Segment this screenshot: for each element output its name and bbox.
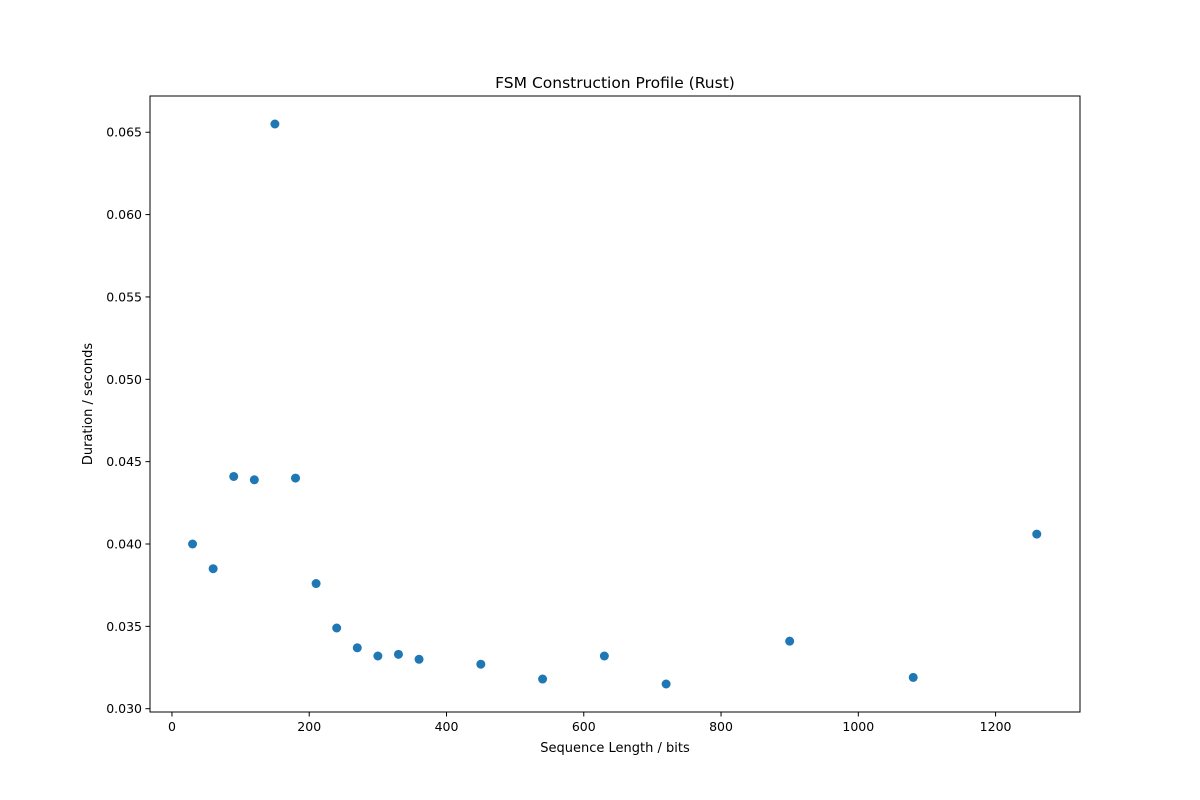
plot-frame <box>149 95 1081 713</box>
x-tick-label: 600 <box>572 719 596 734</box>
data-point <box>393 649 403 659</box>
data-point <box>352 643 362 653</box>
data-point <box>291 473 301 483</box>
data-point <box>208 564 218 574</box>
data-point <box>476 659 486 669</box>
data-point <box>373 651 383 661</box>
data-point <box>188 539 198 549</box>
x-tick-label: 1000 <box>842 719 874 734</box>
x-tick-label: 400 <box>435 719 459 734</box>
data-point <box>538 674 548 684</box>
y-axis-ticks: 0.030 0.035 0.040 0.045 0.050 0.055 0.060 0.065 <box>106 125 150 716</box>
data-point <box>661 679 671 689</box>
data-point <box>311 579 321 589</box>
y-tick-label: 0.035 <box>106 619 142 634</box>
data-point <box>414 654 424 664</box>
data-points <box>188 119 1042 689</box>
x-tick-label: 1200 <box>980 719 1012 734</box>
data-point <box>785 636 795 646</box>
y-tick-label: 0.040 <box>106 537 142 552</box>
y-tick-label: 0.050 <box>106 372 142 387</box>
x-axis-label: Sequence Length / bits <box>540 741 690 756</box>
data-point <box>908 672 918 682</box>
data-point <box>270 119 280 129</box>
x-axis-ticks: 0 200 400 600 800 1000 1200 <box>168 712 1012 734</box>
data-point <box>229 471 239 481</box>
data-point <box>332 623 342 633</box>
data-point <box>1032 529 1042 539</box>
y-tick-label: 0.030 <box>106 701 142 716</box>
x-tick-label: 200 <box>297 719 321 734</box>
y-tick-label: 0.065 <box>106 125 142 140</box>
data-point <box>249 475 259 485</box>
x-tick-label: 800 <box>709 719 733 734</box>
y-axis-label: Duration / seconds <box>81 343 96 465</box>
y-tick-label: 0.045 <box>106 454 142 469</box>
y-tick-label: 0.055 <box>106 289 142 304</box>
data-point <box>599 651 609 661</box>
y-tick-label: 0.060 <box>106 207 142 222</box>
chart-title: FSM Construction Profile (Rust) <box>495 74 735 92</box>
x-tick-label: 0 <box>168 719 176 734</box>
